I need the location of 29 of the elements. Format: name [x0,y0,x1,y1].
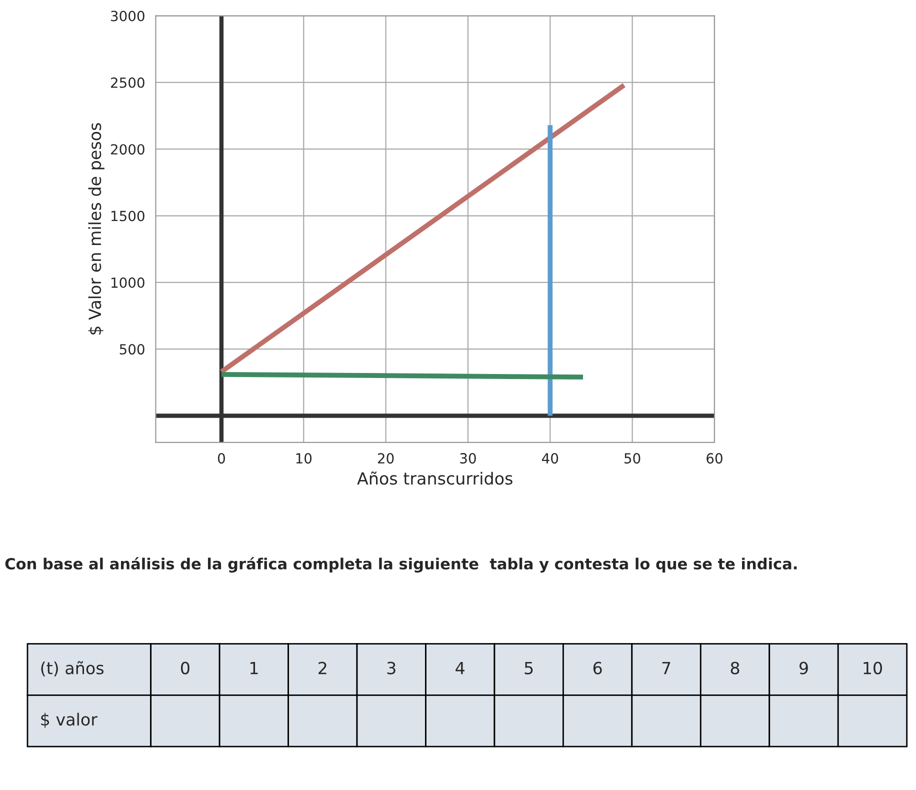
x-tick-label: 40 [542,453,558,464]
x-tick-label: 0 [218,453,225,464]
y-tick-label: 2000 [110,144,144,155]
x-tick-label: 10 [296,453,312,464]
text: 4 [456,662,464,674]
x-tick-label: 20 [378,453,394,464]
y-tick-label: 500 [120,344,144,355]
x-tick-label: 60 [706,453,722,464]
text: (t) años [41,661,104,676]
x-tick-label: 50 [624,453,640,464]
text: 5 [524,662,533,674]
text: 1 [250,662,258,674]
text: 10 [864,662,882,674]
text: 8 [730,662,740,674]
text: 3 [387,662,396,674]
text: 2 [318,662,326,674]
y-tick-label: 3000 [111,10,144,22]
y-tick-label: 1000 [111,277,144,288]
text: Con base al análisis de la gráfica completa la siguiente tabla y contesta lo que se te indica. [5,557,797,573]
text: 9 [799,662,808,674]
y-tick-label: 1500 [111,210,144,222]
x-axis-title: Años transcurridos [357,472,512,485]
y-tick-label: 2500 [110,77,144,88]
y-axis-title: $ Valor en miles de pesos [88,123,104,335]
text: 7 [662,662,670,674]
text: 6 [593,662,602,674]
text: 0 [181,662,190,674]
text: $ valor [41,712,98,728]
x-tick-label: 30 [460,453,476,464]
